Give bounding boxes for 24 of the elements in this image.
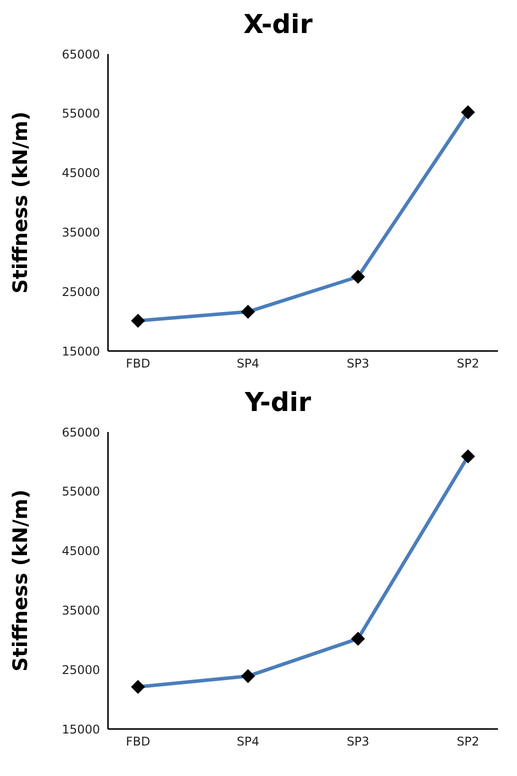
x-tick-label: SP2 bbox=[456, 734, 480, 749]
chart-title: Y-dir bbox=[244, 387, 312, 420]
y-tick-label: 65000 bbox=[62, 47, 100, 62]
x-tick-label: FBD bbox=[126, 356, 150, 371]
y-tick-label: 35000 bbox=[62, 225, 100, 240]
chart-title: X-dir bbox=[242, 9, 314, 42]
y-tick-label: 35000 bbox=[62, 603, 100, 618]
y-tick-label: 45000 bbox=[62, 166, 100, 180]
y-tick-label: 15000 bbox=[62, 722, 100, 736]
x-tick-label: SP4 bbox=[236, 356, 260, 371]
y-tick-label: 45000 bbox=[62, 544, 100, 558]
x-tick-label: SP3 bbox=[346, 356, 370, 371]
y-tick-label: 55000 bbox=[62, 484, 100, 499]
x-tick-label: FBD bbox=[126, 734, 150, 749]
y-tick-label: 15000 bbox=[62, 344, 100, 358]
y-axis-title: Stiffness (kN/m) bbox=[8, 489, 32, 672]
y-tick-label: 25000 bbox=[62, 284, 100, 299]
x-tick-label: SP4 bbox=[236, 734, 260, 749]
y-tick-label: 25000 bbox=[62, 662, 100, 677]
x-tick-label: SP2 bbox=[456, 356, 480, 371]
y-axis-title: Stiffness (kN/m) bbox=[8, 111, 32, 294]
y-tick-label: 65000 bbox=[62, 425, 100, 440]
x-tick-label: SP3 bbox=[346, 734, 370, 749]
y-tick-label: 55000 bbox=[62, 106, 100, 121]
